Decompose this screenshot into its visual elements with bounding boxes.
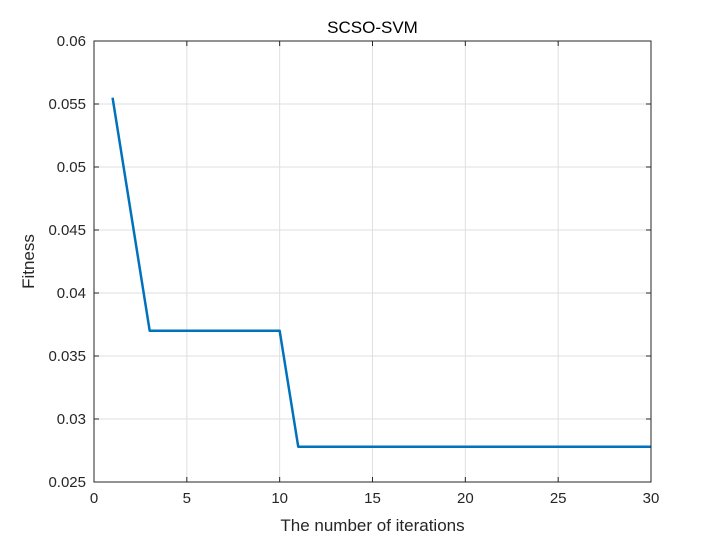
x-tick-label: 15 xyxy=(364,490,381,507)
y-tick-labels: 0.025 0.03 0.035 0.04 0.045 0.05 0.055 0.06 xyxy=(48,33,86,491)
y-tick-label: 0.03 xyxy=(57,411,86,428)
y-tick-label: 0.035 xyxy=(48,348,86,365)
fitness-series-line xyxy=(111,97,651,448)
x-tick-label: 20 xyxy=(457,490,474,507)
series-layer xyxy=(111,97,651,448)
y-axis-label: Fitness xyxy=(19,234,38,289)
y-tick-label: 0.04 xyxy=(57,285,86,302)
chart-title: SCSO-SVM xyxy=(327,18,418,37)
x-tick-labels: 0 5 10 15 20 25 30 xyxy=(90,490,660,507)
x-tick-label: 30 xyxy=(643,490,660,507)
y-tick-label: 0.055 xyxy=(48,96,86,113)
x-tick-label: 5 xyxy=(183,490,191,507)
x-tick-label: 25 xyxy=(550,490,567,507)
tick-marks xyxy=(93,40,652,483)
x-tick-label: 10 xyxy=(271,490,288,507)
y-tick-label: 0.045 xyxy=(48,222,86,239)
y-tick-label: 0.06 xyxy=(57,33,86,50)
x-tick-label: 0 xyxy=(90,490,98,507)
watermark: 知乎 @机器学习之心 xyxy=(514,502,700,526)
x-axis-label: The number of iterations xyxy=(280,516,464,535)
y-tick-label: 0.05 xyxy=(57,159,86,176)
y-tick-label: 0.025 xyxy=(48,474,86,491)
